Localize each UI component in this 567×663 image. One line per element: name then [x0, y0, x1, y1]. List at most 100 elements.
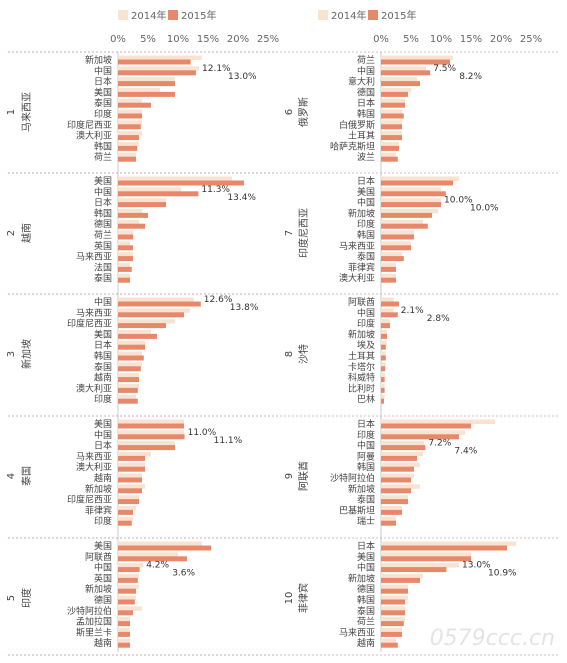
- data-label-2014: 11.3%: [201, 185, 230, 195]
- bar-2014: [381, 595, 408, 600]
- category-label: 印度尼西亚: [67, 494, 112, 506]
- bar-2014: [381, 176, 459, 181]
- category-label: 新加坡: [85, 54, 112, 66]
- bar-2015: [118, 245, 133, 251]
- category-label: 中国: [357, 65, 375, 77]
- bar-2015: [118, 344, 145, 350]
- category-label: 日本: [357, 97, 375, 109]
- bar-2014: [118, 419, 184, 424]
- bar-2015: [381, 124, 402, 130]
- data-label-2014: 7.2%: [428, 439, 451, 449]
- x-tick-label: 0%: [373, 34, 389, 45]
- bar-2014: [381, 451, 423, 457]
- bar-2015: [381, 191, 446, 197]
- category-label: 澳大利亚: [76, 461, 112, 473]
- category-label: 埃及: [357, 339, 375, 351]
- x-tick-label: 15%: [460, 34, 482, 45]
- bar-2015: [381, 277, 396, 283]
- bar-2014: [118, 340, 145, 346]
- data-label-2015: 8.2%: [459, 72, 482, 82]
- bar-2015: [381, 245, 411, 251]
- bar-2014: [118, 241, 130, 246]
- category-label: 印度尼西亚: [67, 318, 112, 330]
- bar-2014: [118, 451, 151, 457]
- bar-2015: [381, 377, 385, 383]
- bar-2014: [118, 606, 142, 611]
- legend-label: 2014年: [131, 9, 166, 22]
- bar-2015: [118, 156, 136, 162]
- data-label-2015: 10.0%: [470, 204, 499, 214]
- category-label: 德国: [357, 86, 375, 98]
- bar-2014: [118, 383, 139, 389]
- bar-2015: [118, 135, 139, 141]
- data-label-2014: 2.1%: [401, 306, 424, 316]
- bar-2014: [118, 505, 136, 511]
- bar-2015: [118, 567, 140, 573]
- category-label: 法国: [94, 261, 112, 273]
- bar-2015: [381, 423, 471, 429]
- data-label-2014: 4.2%: [146, 561, 169, 571]
- data-label-2015: 7.4%: [454, 447, 477, 457]
- panel-country-name: 菲律宾: [297, 583, 310, 613]
- x-tick-label: 0%: [110, 34, 126, 45]
- bar-2014: [118, 595, 136, 600]
- category-label: 菲律宾: [348, 261, 375, 273]
- category-label: 土耳其: [348, 130, 375, 142]
- category-label: 孟加拉国: [76, 616, 112, 628]
- category-label: 意大利: [348, 76, 375, 88]
- category-label: 巴林: [357, 393, 375, 405]
- category-label: 韩国: [357, 594, 375, 606]
- category-label: 沙特阿拉伯: [67, 605, 112, 617]
- category-label: 美国: [357, 551, 375, 563]
- bar-2014: [118, 627, 130, 633]
- category-label: 比利时: [348, 382, 375, 394]
- bar-2015: [381, 567, 447, 573]
- x-tick-label: 5%: [403, 34, 419, 45]
- legend-label: 2015年: [381, 9, 416, 22]
- bar-2014: [381, 297, 394, 302]
- bar-2015: [381, 212, 432, 218]
- bar-2014: [381, 383, 385, 389]
- bar-2014: [381, 552, 471, 557]
- panel-country-name: 马来西亚: [21, 92, 33, 132]
- legend-swatch: [368, 10, 378, 20]
- bar-2014: [118, 584, 139, 590]
- category-label: 中国: [357, 307, 375, 319]
- bar-2015: [118, 323, 166, 329]
- bar-2014: [118, 351, 142, 356]
- category-label: 日本: [94, 339, 112, 351]
- bar-2015: [381, 102, 405, 108]
- bar-2015: [118, 545, 211, 551]
- bar-2014: [381, 273, 396, 279]
- category-label: 澳大利亚: [76, 382, 112, 394]
- bar-2015: [118, 301, 201, 307]
- bar-2014: [118, 541, 202, 546]
- bar-2015: [118, 59, 191, 65]
- bar-2015: [381, 234, 414, 240]
- bar-2014: [118, 219, 139, 225]
- bar-2015: [381, 588, 408, 594]
- bar-2014: [381, 340, 387, 346]
- category-label: 泰国: [357, 605, 375, 617]
- category-label: 日本: [357, 175, 375, 187]
- category-label: 日本: [94, 440, 112, 452]
- category-label: 马来西亚: [339, 627, 375, 638]
- bar-2015: [118, 387, 138, 393]
- category-label: 泰国: [94, 361, 112, 373]
- category-label: 印度: [357, 218, 375, 230]
- data-label-2014: 12.6%: [204, 295, 233, 305]
- category-label: 哈萨克斯坦: [330, 140, 375, 152]
- bar-2015: [381, 434, 459, 440]
- data-label-2014: 11.0%: [188, 428, 217, 438]
- category-label: 泰国: [357, 251, 375, 263]
- bar-2015: [118, 642, 130, 648]
- bar-2014: [381, 505, 402, 511]
- panel-rank: 3: [6, 351, 17, 357]
- category-label: 白俄罗斯: [339, 119, 375, 131]
- data-label-2015: 13.4%: [227, 193, 256, 203]
- bar-2015: [118, 631, 130, 637]
- bar-2015: [118, 81, 175, 87]
- bar-2015: [381, 81, 420, 87]
- bar-2015: [381, 344, 386, 350]
- category-label: 印度尼西亚: [67, 119, 112, 131]
